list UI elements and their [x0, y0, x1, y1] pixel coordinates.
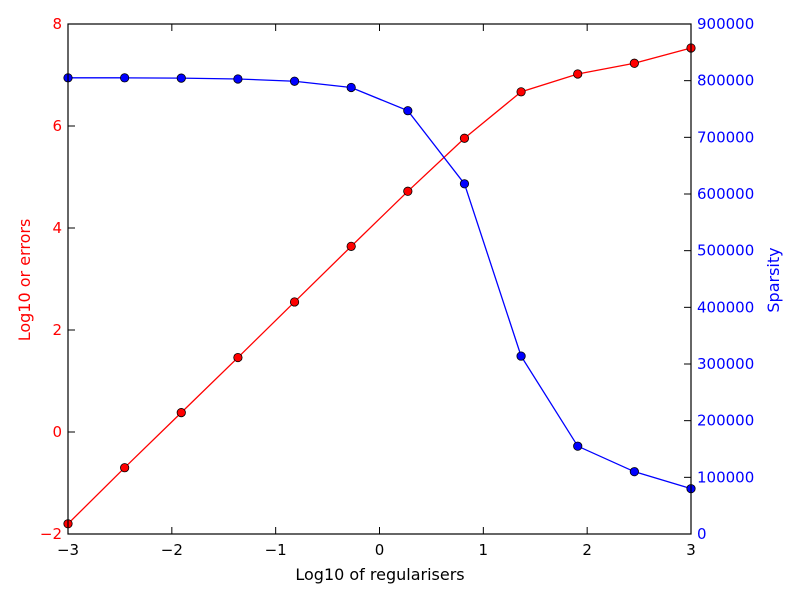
series-point-left-1 — [120, 463, 130, 473]
right-y-axis-title: Sparsity — [764, 247, 783, 312]
left-y-tick-label: 8 — [52, 15, 62, 33]
left-y-tick-label: −2 — [40, 525, 62, 543]
x-tick-label: 1 — [479, 541, 489, 559]
series-point-right-2 — [176, 73, 186, 83]
right-y-tick-label: 900000 — [697, 15, 754, 33]
left-y-tick-label: 4 — [52, 219, 62, 237]
left-y-tick-label: 2 — [52, 321, 62, 339]
series-point-left-3 — [233, 352, 243, 363]
series-point-left-10 — [629, 58, 639, 68]
series-point-right-10 — [629, 467, 639, 477]
series-layer — [63, 43, 696, 529]
series-point-right-4 — [289, 76, 300, 86]
left-y-axis-title: Log10 or errors — [15, 219, 34, 342]
series-point-left-9 — [573, 69, 583, 79]
right-y-tick-label: 300000 — [697, 355, 754, 373]
x-tick-label: 0 — [375, 541, 385, 559]
series-point-right-1 — [120, 73, 130, 83]
right-y-tick-label: 400000 — [697, 298, 754, 316]
series-point-left-4 — [289, 297, 300, 307]
series-point-right-3 — [233, 74, 243, 84]
series-point-right-8 — [516, 351, 526, 361]
series-point-left-8 — [516, 87, 526, 97]
series-point-left-6 — [403, 186, 413, 196]
axes-layer: −3 −2 −1 0 1 2 3−20246801000002000003000004000… — [40, 15, 754, 559]
x-tick-label: 2 — [582, 541, 592, 559]
plot-frame — [67, 23, 692, 535]
x-tick-label: −2 — [161, 541, 183, 559]
right-y-tick-label: 800000 — [697, 72, 754, 90]
right-y-tick-label: 200000 — [697, 412, 754, 430]
series-line-left — [67, 47, 692, 525]
right-y-tick-label: 500000 — [697, 242, 754, 260]
series-point-right-9 — [573, 441, 583, 451]
x-axis-title: Log10 of regularisers — [295, 565, 464, 584]
series-point-right-7 — [459, 179, 470, 189]
x-tick-label: −3 — [57, 541, 79, 559]
left-y-tick-label: 0 — [52, 423, 62, 441]
series-point-left-5 — [346, 241, 356, 251]
series-line-right — [68, 77, 692, 490]
left-y-tick-label: 6 — [52, 117, 62, 135]
series-point-right-6 — [403, 106, 413, 116]
series-point-left-7 — [459, 133, 470, 143]
x-tick-label: 3 — [686, 541, 696, 559]
x-tick-label: −1 — [265, 541, 287, 559]
right-y-tick-label: 100000 — [697, 468, 754, 486]
series-point-right-5 — [346, 82, 356, 93]
right-y-tick-label: 600000 — [697, 185, 754, 203]
right-y-tick-label: 0 — [697, 525, 707, 543]
right-y-tick-label: 700000 — [697, 128, 754, 146]
series-point-left-2 — [176, 408, 186, 418]
